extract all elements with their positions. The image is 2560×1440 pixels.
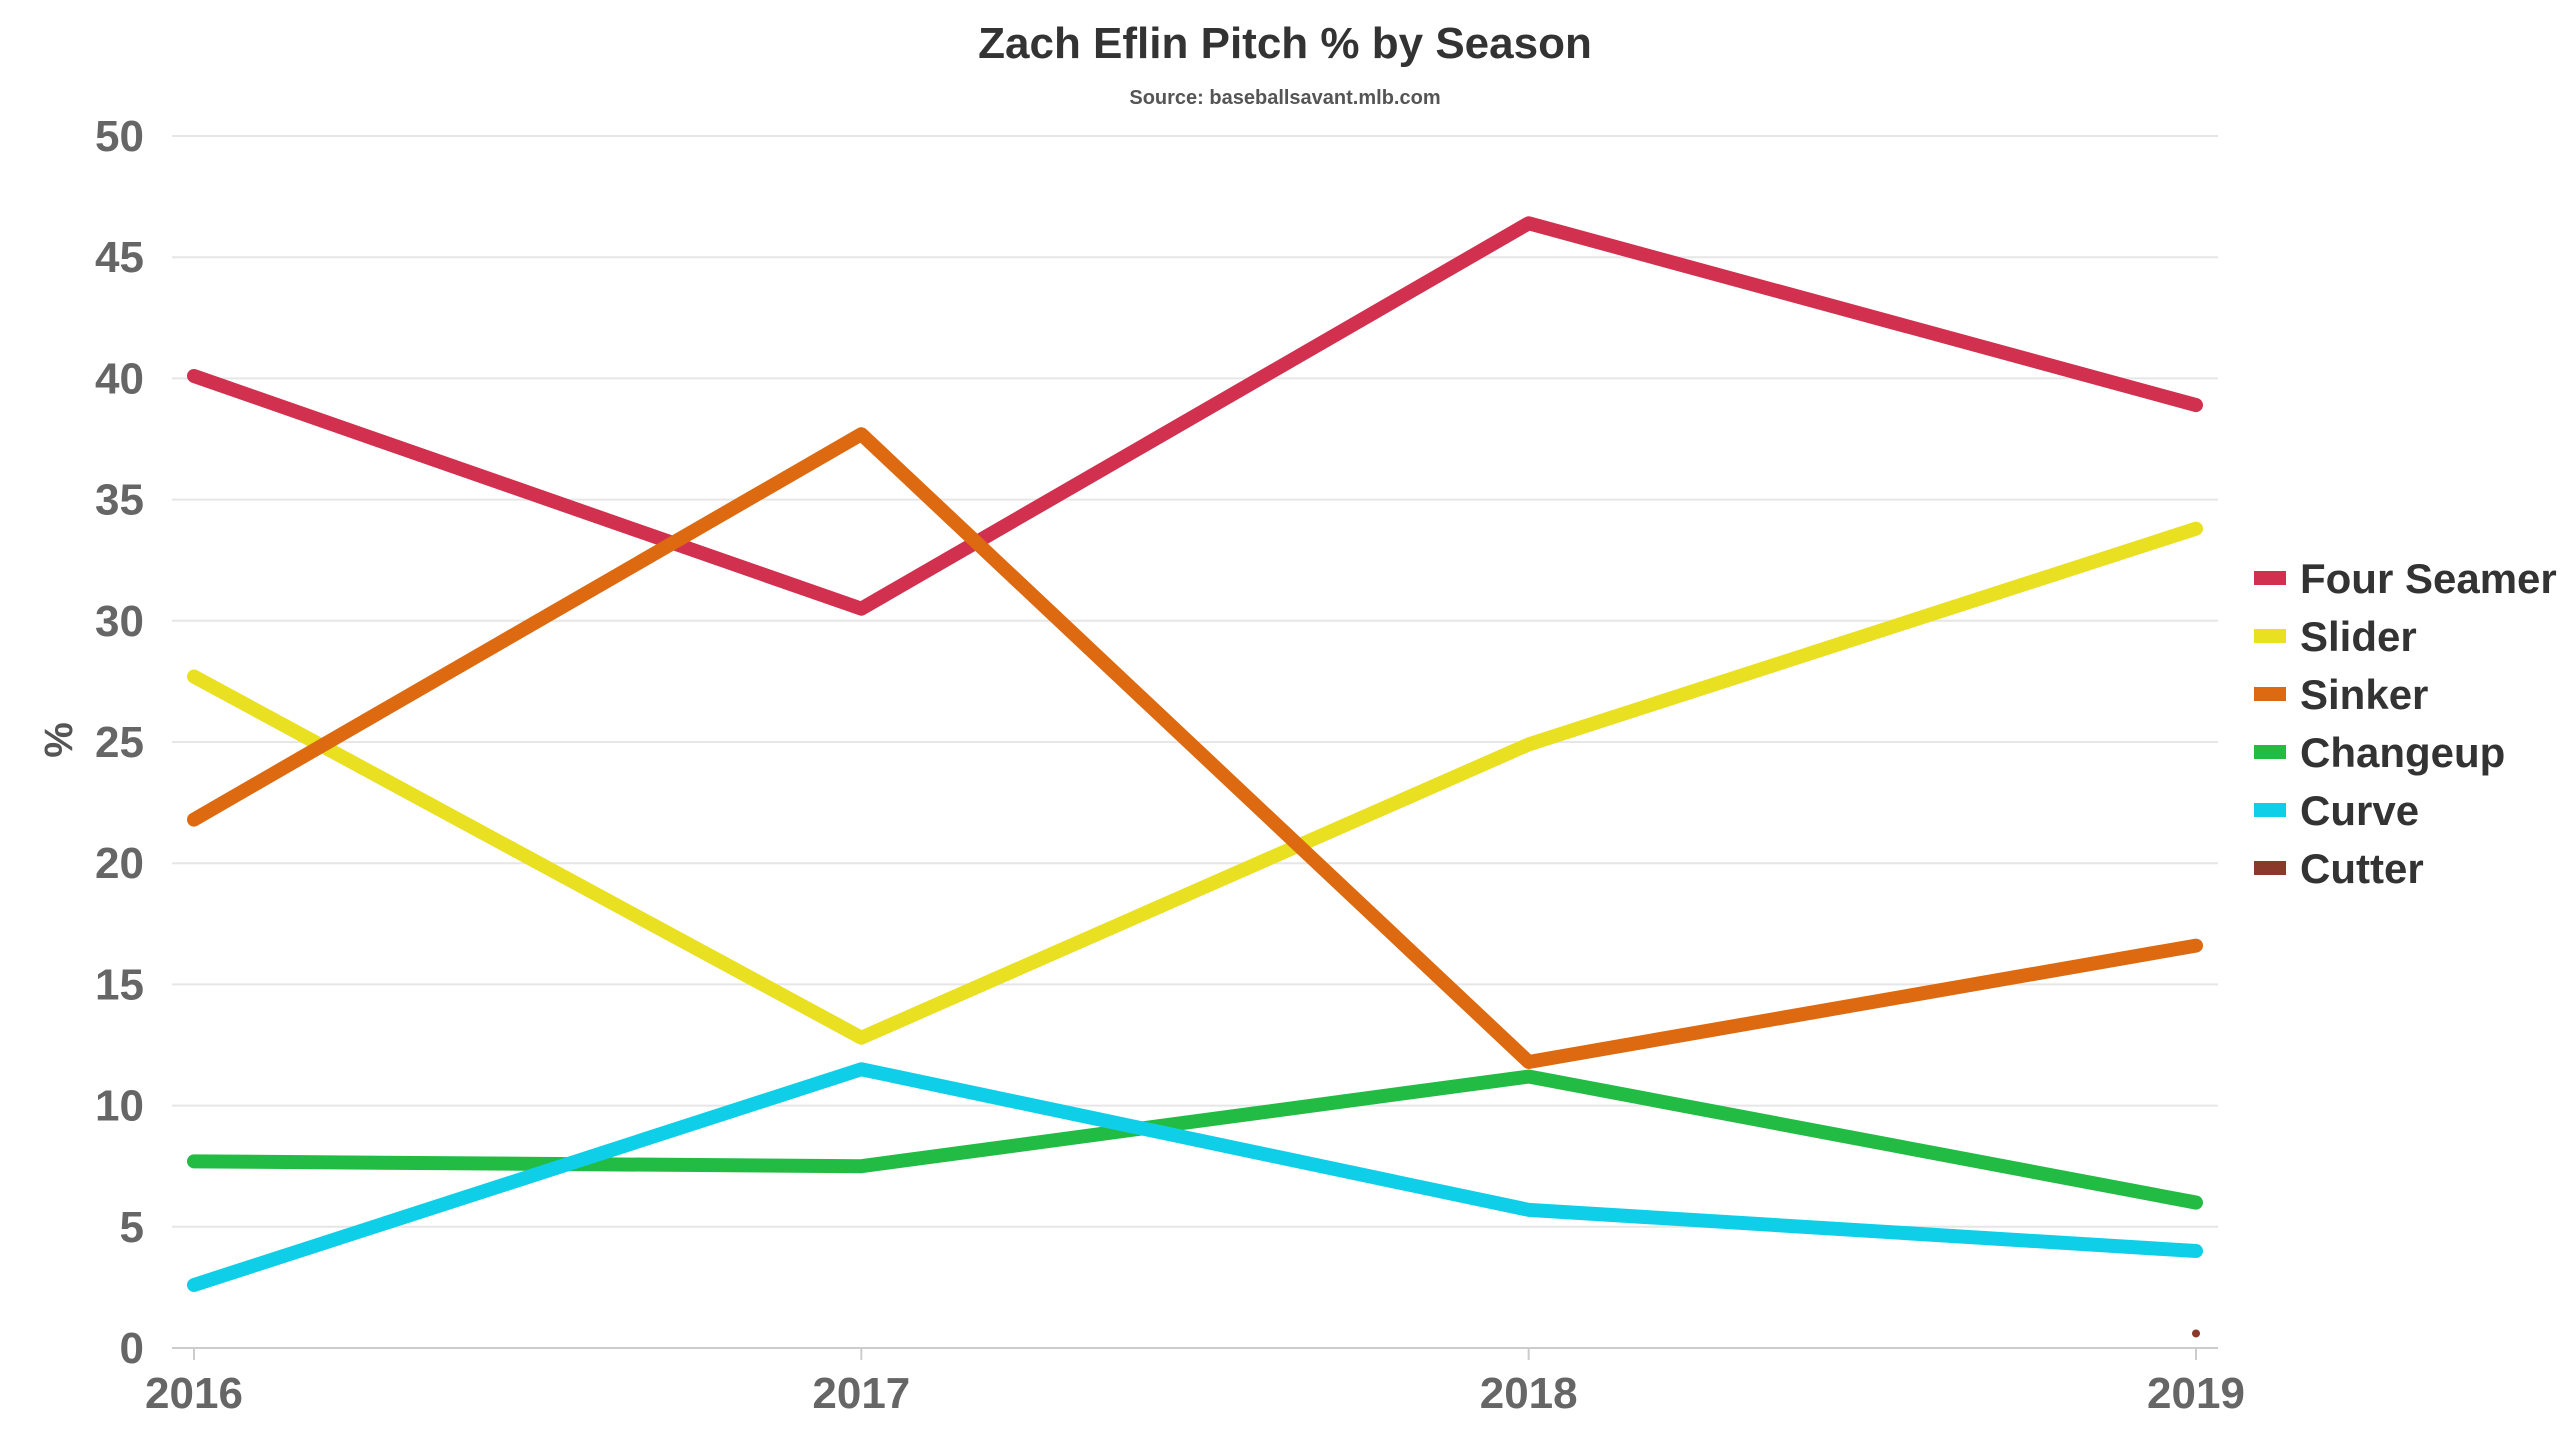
- y-axis-label: %: [37, 722, 81, 758]
- legend-swatch: [2254, 803, 2286, 817]
- series-lines: [187, 216, 2203, 1338]
- legend-swatch: [2254, 629, 2286, 643]
- legend-label: Cutter: [2300, 845, 2424, 892]
- legend-label: Curve: [2300, 787, 2419, 834]
- chart-subtitle: Source: baseballsavant.mlb.com: [1129, 87, 1440, 109]
- legend-label: Slider: [2300, 613, 2417, 660]
- data-point-cutter: [2192, 1329, 2200, 1338]
- legend-item-curve[interactable]: Curve: [2254, 787, 2419, 834]
- x-tick-label: 2017: [812, 1369, 910, 1418]
- legend-label: Four Seamer: [2300, 555, 2557, 602]
- series-line-slider: [187, 521, 2203, 1045]
- legend-swatch: [2254, 745, 2286, 759]
- y-tick-label: 35: [95, 476, 144, 525]
- series-line-sinker: [187, 427, 2203, 1069]
- y-tick-label: 45: [95, 233, 144, 282]
- legend: Four Seamer Slider Sinker Changeup Curve Cutt…: [2254, 555, 2557, 892]
- y-tick-label: 25: [95, 718, 144, 767]
- y-tick-label: 30: [95, 597, 144, 646]
- series-line-curve: [187, 1062, 2203, 1292]
- y-tick-label: 40: [95, 354, 144, 403]
- series-line-four-seamer: [187, 216, 2203, 616]
- legend-item-four-seamer[interactable]: Four Seamer: [2254, 555, 2557, 602]
- legend-item-slider[interactable]: Slider: [2254, 613, 2417, 660]
- legend-swatch: [2254, 571, 2286, 585]
- y-tick-label: 50: [95, 112, 144, 161]
- x-tick-label: 2016: [145, 1369, 243, 1418]
- y-tick-label: 20: [95, 839, 144, 888]
- y-tick-label: 5: [120, 1203, 144, 1252]
- x-axis-ticks: 2016 2017 2018 2019: [145, 1348, 2245, 1418]
- chart-title: Zach Eflin Pitch % by Season: [978, 19, 1592, 68]
- legend-item-cutter[interactable]: Cutter: [2254, 845, 2424, 892]
- y-tick-label: 10: [95, 1082, 144, 1131]
- x-tick-label: 2018: [1480, 1369, 1578, 1418]
- legend-label: Changeup: [2300, 729, 2505, 776]
- legend-label: Sinker: [2300, 671, 2428, 718]
- y-axis-ticks: 0 5 10 15 20 25 30 35 40 45 50: [95, 112, 144, 1373]
- x-tick-label: 2019: [2147, 1369, 2245, 1418]
- series-line-changeup: [187, 1069, 2203, 1210]
- legend-item-sinker[interactable]: Sinker: [2254, 671, 2428, 718]
- legend-swatch: [2254, 861, 2286, 875]
- y-tick-label: 15: [95, 960, 144, 1009]
- y-tick-label: 0: [120, 1324, 144, 1373]
- legend-swatch: [2254, 687, 2286, 701]
- legend-item-changeup[interactable]: Changeup: [2254, 729, 2505, 776]
